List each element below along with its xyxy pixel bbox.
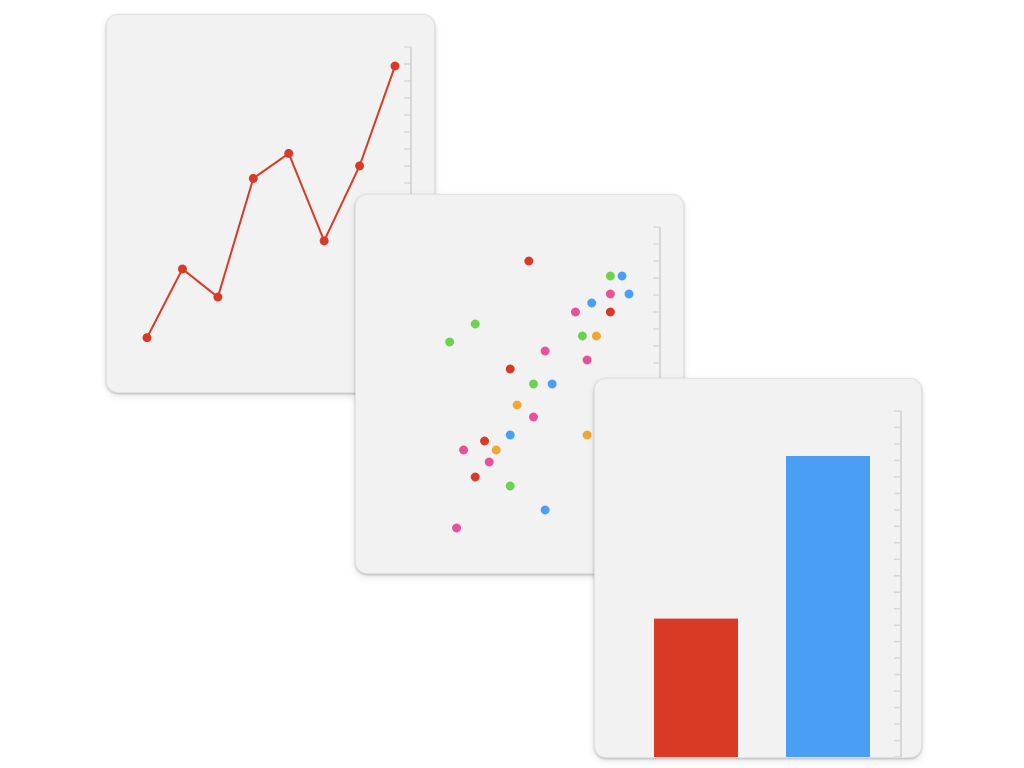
data-point <box>248 173 258 183</box>
bar <box>654 618 738 757</box>
scatter-point <box>591 331 601 341</box>
scatter-point <box>459 445 469 455</box>
scatter-point <box>624 289 634 299</box>
scatter-point <box>524 256 534 266</box>
data-point <box>142 333 152 343</box>
scatter-point <box>582 355 592 365</box>
scatter-point <box>480 436 490 446</box>
scatter-point <box>605 307 615 317</box>
scatter-point <box>445 337 455 347</box>
bar-chart <box>654 410 902 757</box>
data-point <box>390 61 400 71</box>
scatter-point <box>605 289 615 299</box>
data-point <box>177 264 187 274</box>
data-point <box>284 148 294 158</box>
scatter-point <box>587 298 597 308</box>
scatter-point <box>452 523 462 533</box>
data-point <box>319 236 329 246</box>
scatter-point <box>505 364 515 374</box>
scatter-point <box>512 400 522 410</box>
series-line <box>146 65 396 339</box>
scatter-point <box>470 472 480 482</box>
scatter-point <box>505 481 515 491</box>
scatter-point <box>528 412 538 422</box>
data-point <box>213 292 223 302</box>
scatter-point <box>470 319 480 329</box>
scatter-point <box>582 430 592 440</box>
bar <box>786 455 870 757</box>
scatter-point <box>577 331 587 341</box>
scatter-point <box>570 307 580 317</box>
scatter-point <box>528 379 538 389</box>
scatter-point <box>540 346 550 356</box>
scatter-point <box>484 457 494 467</box>
scatter-point <box>491 445 501 455</box>
scatter-point <box>617 271 627 281</box>
data-point <box>355 161 365 171</box>
scatter-point <box>605 271 615 281</box>
scatter-point <box>540 505 550 515</box>
bar-chart-card <box>594 378 922 758</box>
scatter-point <box>547 379 557 389</box>
scatter-point <box>505 430 515 440</box>
